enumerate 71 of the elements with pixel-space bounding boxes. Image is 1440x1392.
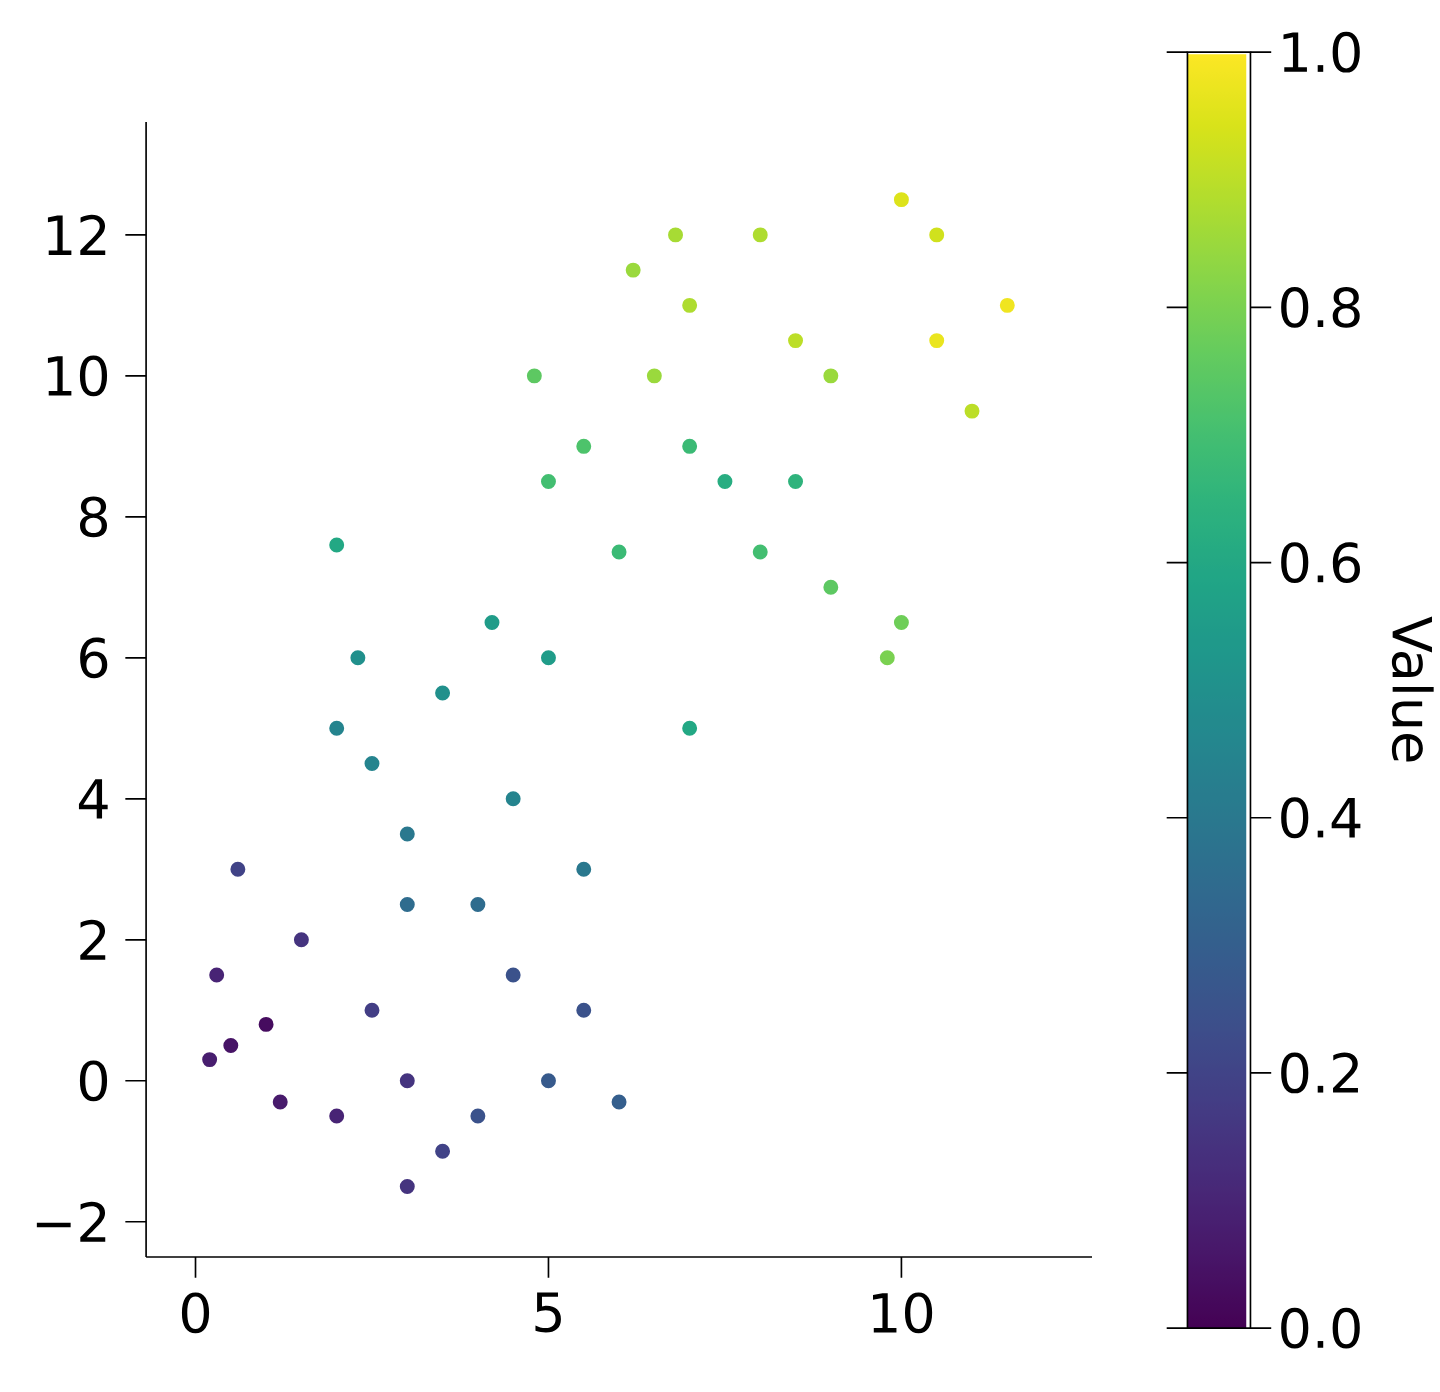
y-tick-label: 4 xyxy=(78,779,108,819)
point xyxy=(470,1108,486,1124)
point xyxy=(399,897,415,913)
point xyxy=(293,932,309,948)
point xyxy=(435,685,451,701)
point xyxy=(505,791,521,807)
y-tick-label: 0 xyxy=(79,1060,108,1102)
point xyxy=(470,897,486,913)
point xyxy=(717,474,733,490)
point xyxy=(999,297,1015,313)
point xyxy=(541,1073,556,1089)
point xyxy=(329,720,345,736)
point xyxy=(526,368,542,384)
point xyxy=(364,1002,380,1018)
color-bar-title: Value xyxy=(1391,616,1434,762)
point xyxy=(505,967,521,983)
point xyxy=(230,861,246,877)
point xyxy=(611,1094,627,1110)
point xyxy=(576,861,592,877)
point xyxy=(329,1108,345,1124)
point xyxy=(541,474,556,490)
point xyxy=(399,826,415,842)
point xyxy=(223,1038,239,1053)
point xyxy=(611,544,627,560)
point xyxy=(752,227,768,243)
point xyxy=(576,438,592,454)
point xyxy=(576,1002,592,1018)
point xyxy=(929,227,945,243)
point xyxy=(823,368,839,384)
color-bar-label: 1.0 xyxy=(1283,31,1360,73)
color-bar-label: 0.2 xyxy=(1281,1052,1358,1094)
point xyxy=(350,650,366,666)
point xyxy=(646,368,662,384)
y-tick-label: 10 xyxy=(47,355,108,397)
point xyxy=(625,262,641,278)
point xyxy=(929,333,945,349)
point xyxy=(541,650,556,666)
point xyxy=(682,438,698,454)
y-tick-label: 2 xyxy=(80,919,106,960)
y-tick-label: 8 xyxy=(79,496,108,538)
x-tick-label: 5 xyxy=(535,1292,561,1333)
point xyxy=(788,474,804,490)
point xyxy=(893,615,909,631)
point xyxy=(682,297,698,313)
point xyxy=(682,720,698,736)
point xyxy=(879,650,895,666)
point xyxy=(399,1179,415,1194)
point xyxy=(399,1073,415,1089)
point xyxy=(788,333,804,349)
point xyxy=(272,1094,288,1110)
color-bar-label: 0.0 xyxy=(1281,1307,1360,1349)
y-tick-label: −2 xyxy=(36,1201,106,1242)
point xyxy=(329,537,345,553)
color-bar-label: 0.6 xyxy=(1281,542,1360,583)
point xyxy=(209,967,225,983)
y-tick-label: 6 xyxy=(80,637,108,679)
point xyxy=(258,1016,274,1032)
color-bar-label: 0.8 xyxy=(1281,286,1360,328)
y-tick-label: 12 xyxy=(47,214,106,255)
color-bar-label: 0.4 xyxy=(1281,797,1361,839)
point xyxy=(752,544,768,560)
x-tick-label: 10 xyxy=(873,1292,933,1334)
point xyxy=(484,615,500,631)
point xyxy=(823,579,839,595)
x-tick-label: 0 xyxy=(181,1292,210,1334)
point xyxy=(964,403,980,419)
point xyxy=(668,227,684,243)
point xyxy=(364,756,380,772)
point xyxy=(202,1052,218,1068)
point xyxy=(435,1143,451,1159)
point xyxy=(893,192,909,208)
